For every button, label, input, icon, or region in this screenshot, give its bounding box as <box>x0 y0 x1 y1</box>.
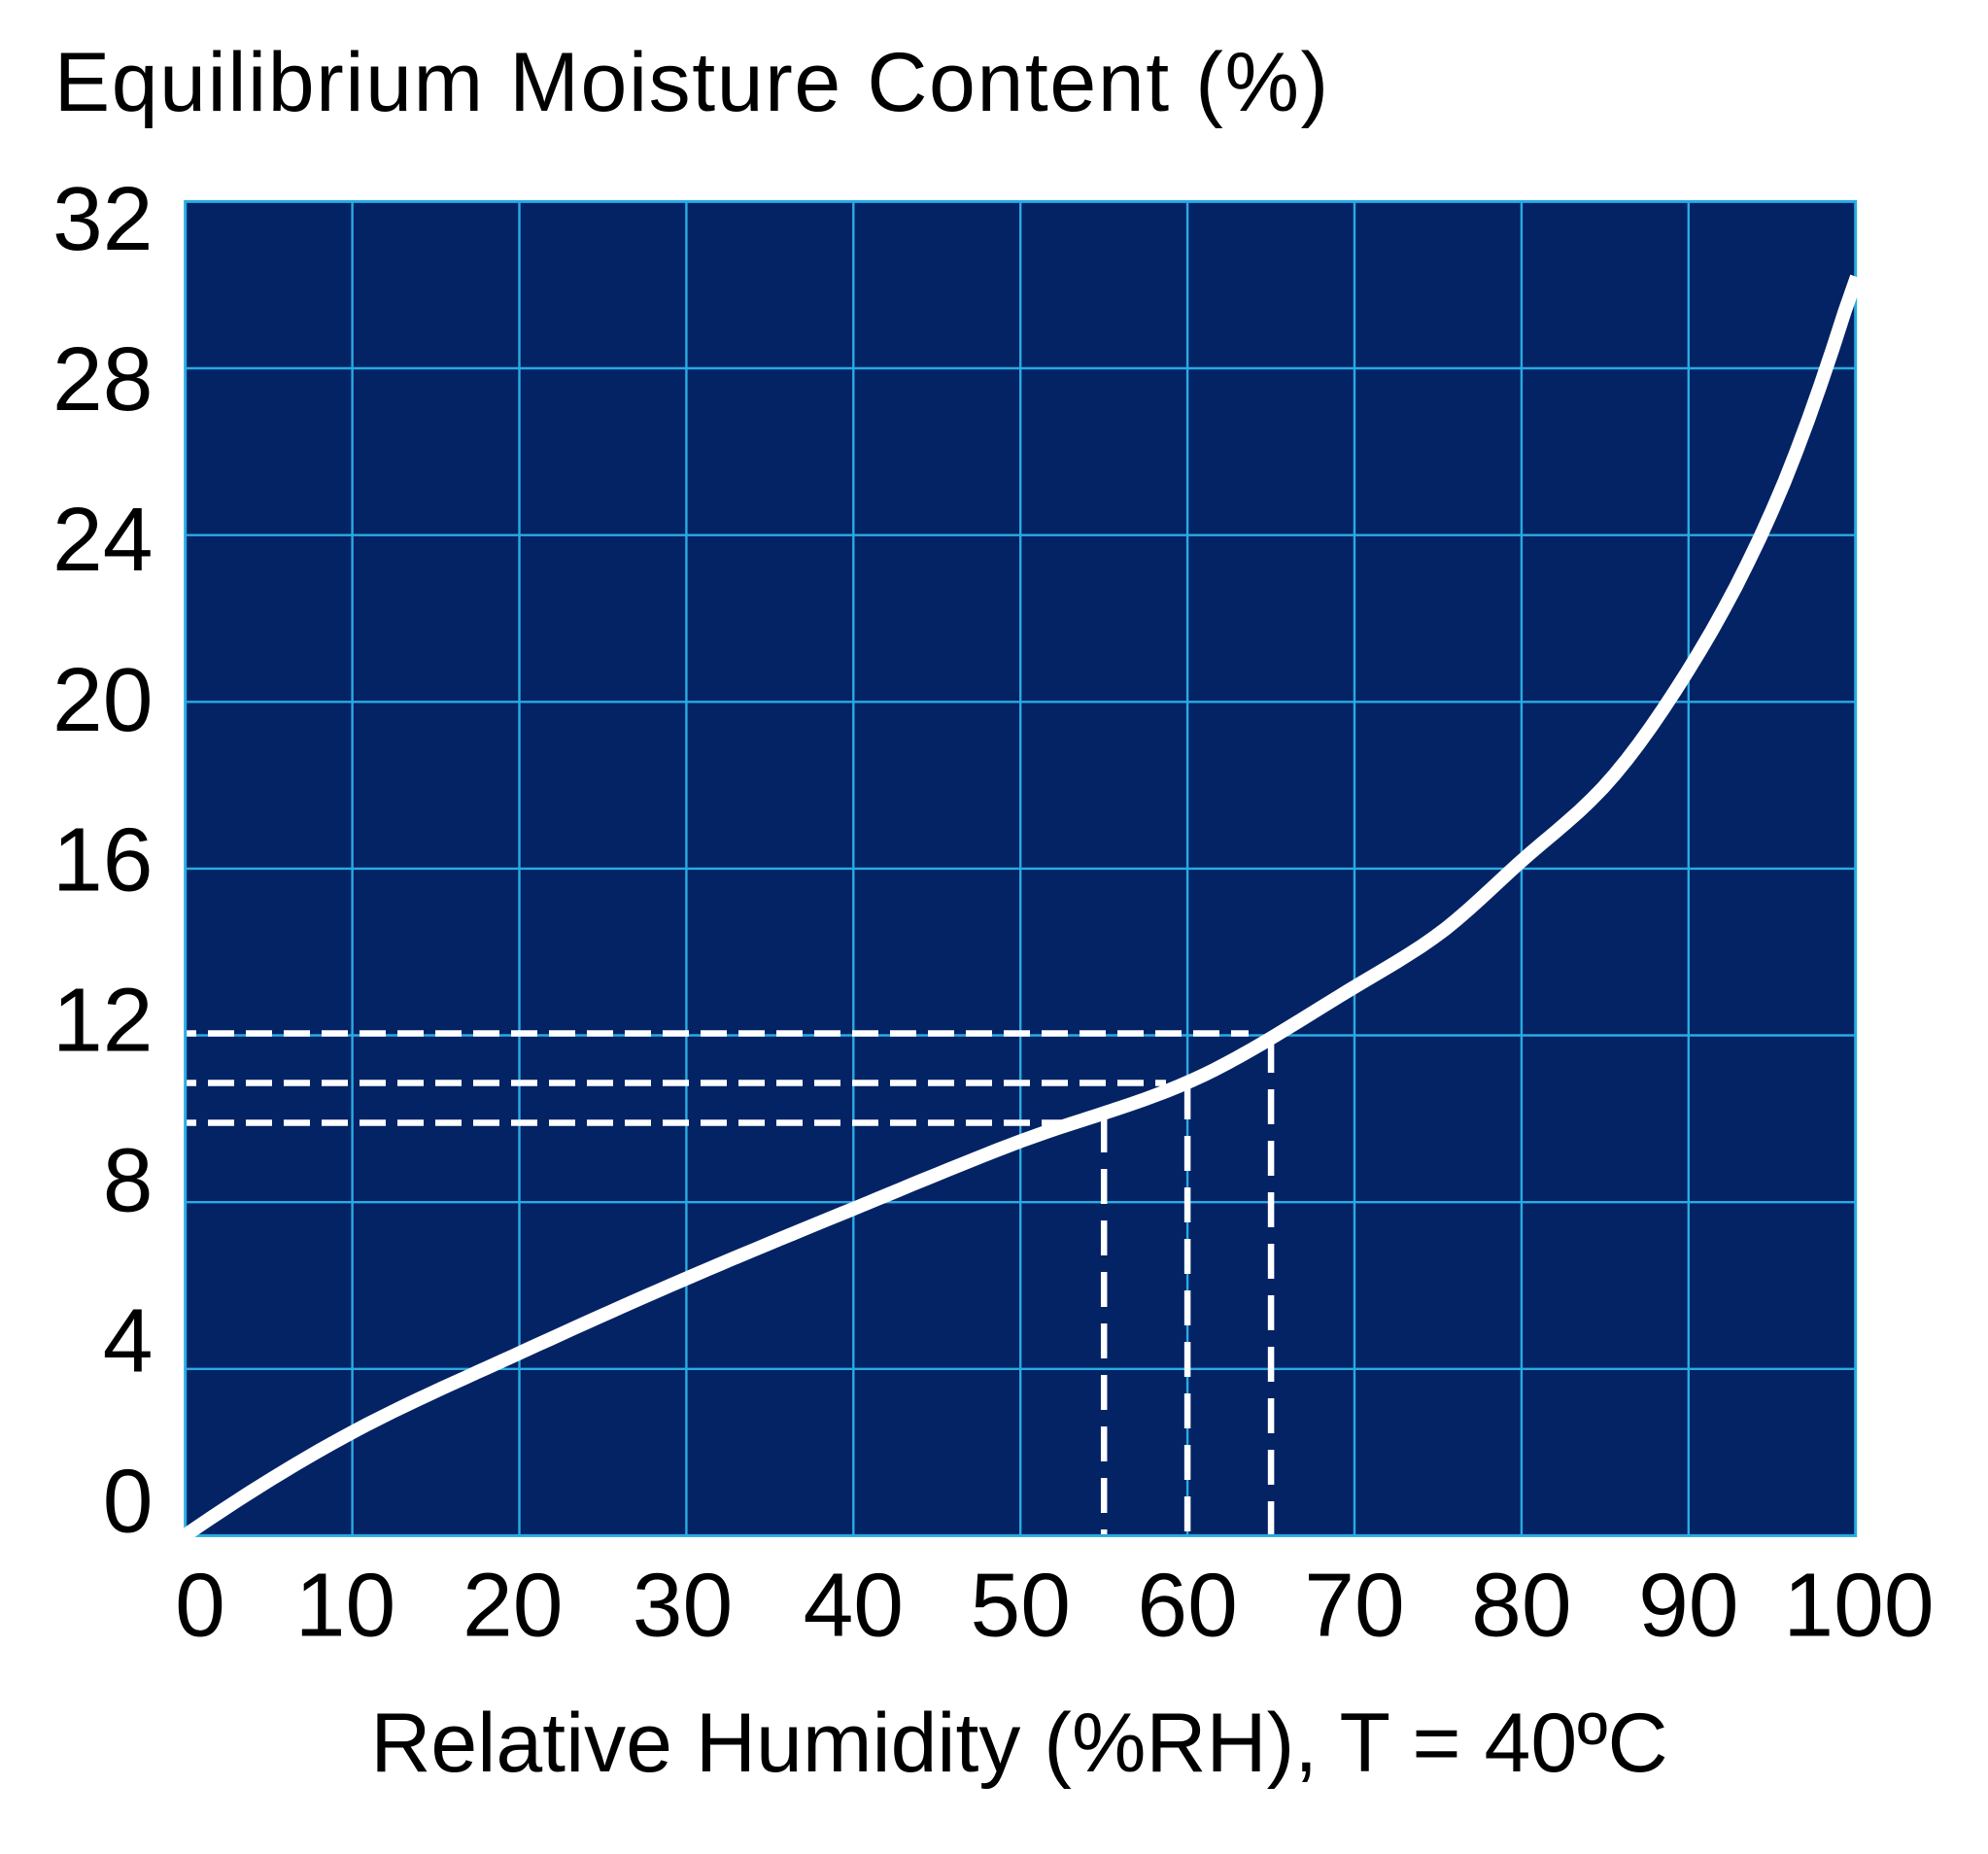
svg-text:100: 100 <box>1783 1555 1934 1656</box>
svg-text:12: 12 <box>52 970 153 1071</box>
svg-text:28: 28 <box>52 328 153 429</box>
svg-text:16: 16 <box>52 809 153 910</box>
svg-text:32: 32 <box>52 168 153 269</box>
svg-text:10: 10 <box>295 1555 395 1656</box>
svg-text:50: 50 <box>970 1555 1070 1656</box>
svg-text:60: 60 <box>1137 1555 1237 1656</box>
svg-text:0: 0 <box>103 1450 154 1551</box>
svg-text:4: 4 <box>103 1289 154 1390</box>
svg-text:30: 30 <box>633 1555 733 1656</box>
svg-text:Equilibrium Moisture Content (: Equilibrium Moisture Content (%) <box>54 36 1330 129</box>
svg-text:Relative Humidity (%RH), T = 4: Relative Humidity (%RH), T = 40ºC <box>370 1697 1667 1790</box>
svg-text:0: 0 <box>175 1555 225 1656</box>
svg-text:70: 70 <box>1304 1555 1404 1656</box>
svg-text:8: 8 <box>103 1130 154 1231</box>
svg-text:20: 20 <box>52 649 153 750</box>
svg-text:24: 24 <box>52 489 153 590</box>
svg-text:40: 40 <box>804 1555 904 1656</box>
svg-text:80: 80 <box>1471 1555 1571 1656</box>
svg-text:90: 90 <box>1638 1555 1738 1656</box>
svg-text:20: 20 <box>463 1555 563 1656</box>
